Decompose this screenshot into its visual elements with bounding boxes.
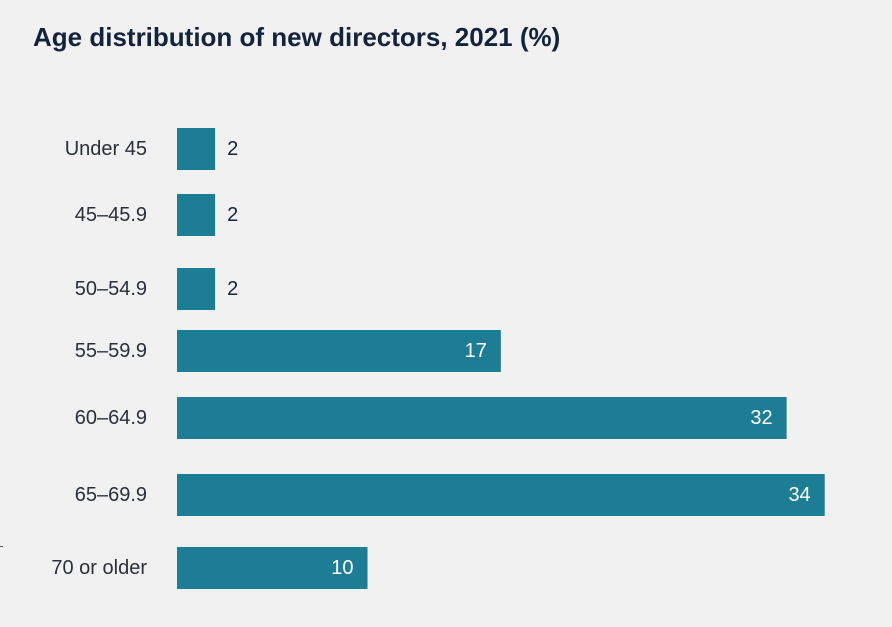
category-label-0: Under 45	[65, 138, 147, 160]
category-label-5: 65–69.9	[75, 484, 147, 506]
value-label-0: 2	[227, 138, 238, 160]
bar-3	[177, 330, 501, 372]
chart-title: Age distribution of new directors, 2021 …	[33, 22, 561, 52]
value-label-3: 17	[465, 340, 487, 362]
value-label-2: 2	[227, 278, 238, 300]
category-label-2: 50–54.9	[75, 278, 147, 300]
category-label-1: 45–45.9	[75, 204, 147, 226]
bar-5	[177, 474, 825, 516]
value-label-1: 2	[227, 204, 238, 226]
bar-4	[177, 397, 787, 439]
bar-2	[177, 268, 216, 310]
bar-0	[177, 128, 216, 170]
bar-6	[177, 547, 368, 589]
category-label-4: 60–64.9	[75, 407, 147, 429]
bar-1	[177, 194, 216, 236]
category-label-3: 55–59.9	[75, 340, 147, 362]
edge-tick	[0, 546, 3, 547]
value-label-5: 34	[788, 484, 810, 506]
category-label-6: 70 or older	[51, 557, 147, 579]
value-label-4: 32	[750, 407, 772, 429]
value-label-6: 10	[331, 557, 353, 579]
